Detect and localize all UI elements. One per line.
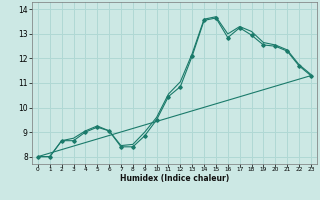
X-axis label: Humidex (Indice chaleur): Humidex (Indice chaleur)	[120, 174, 229, 183]
